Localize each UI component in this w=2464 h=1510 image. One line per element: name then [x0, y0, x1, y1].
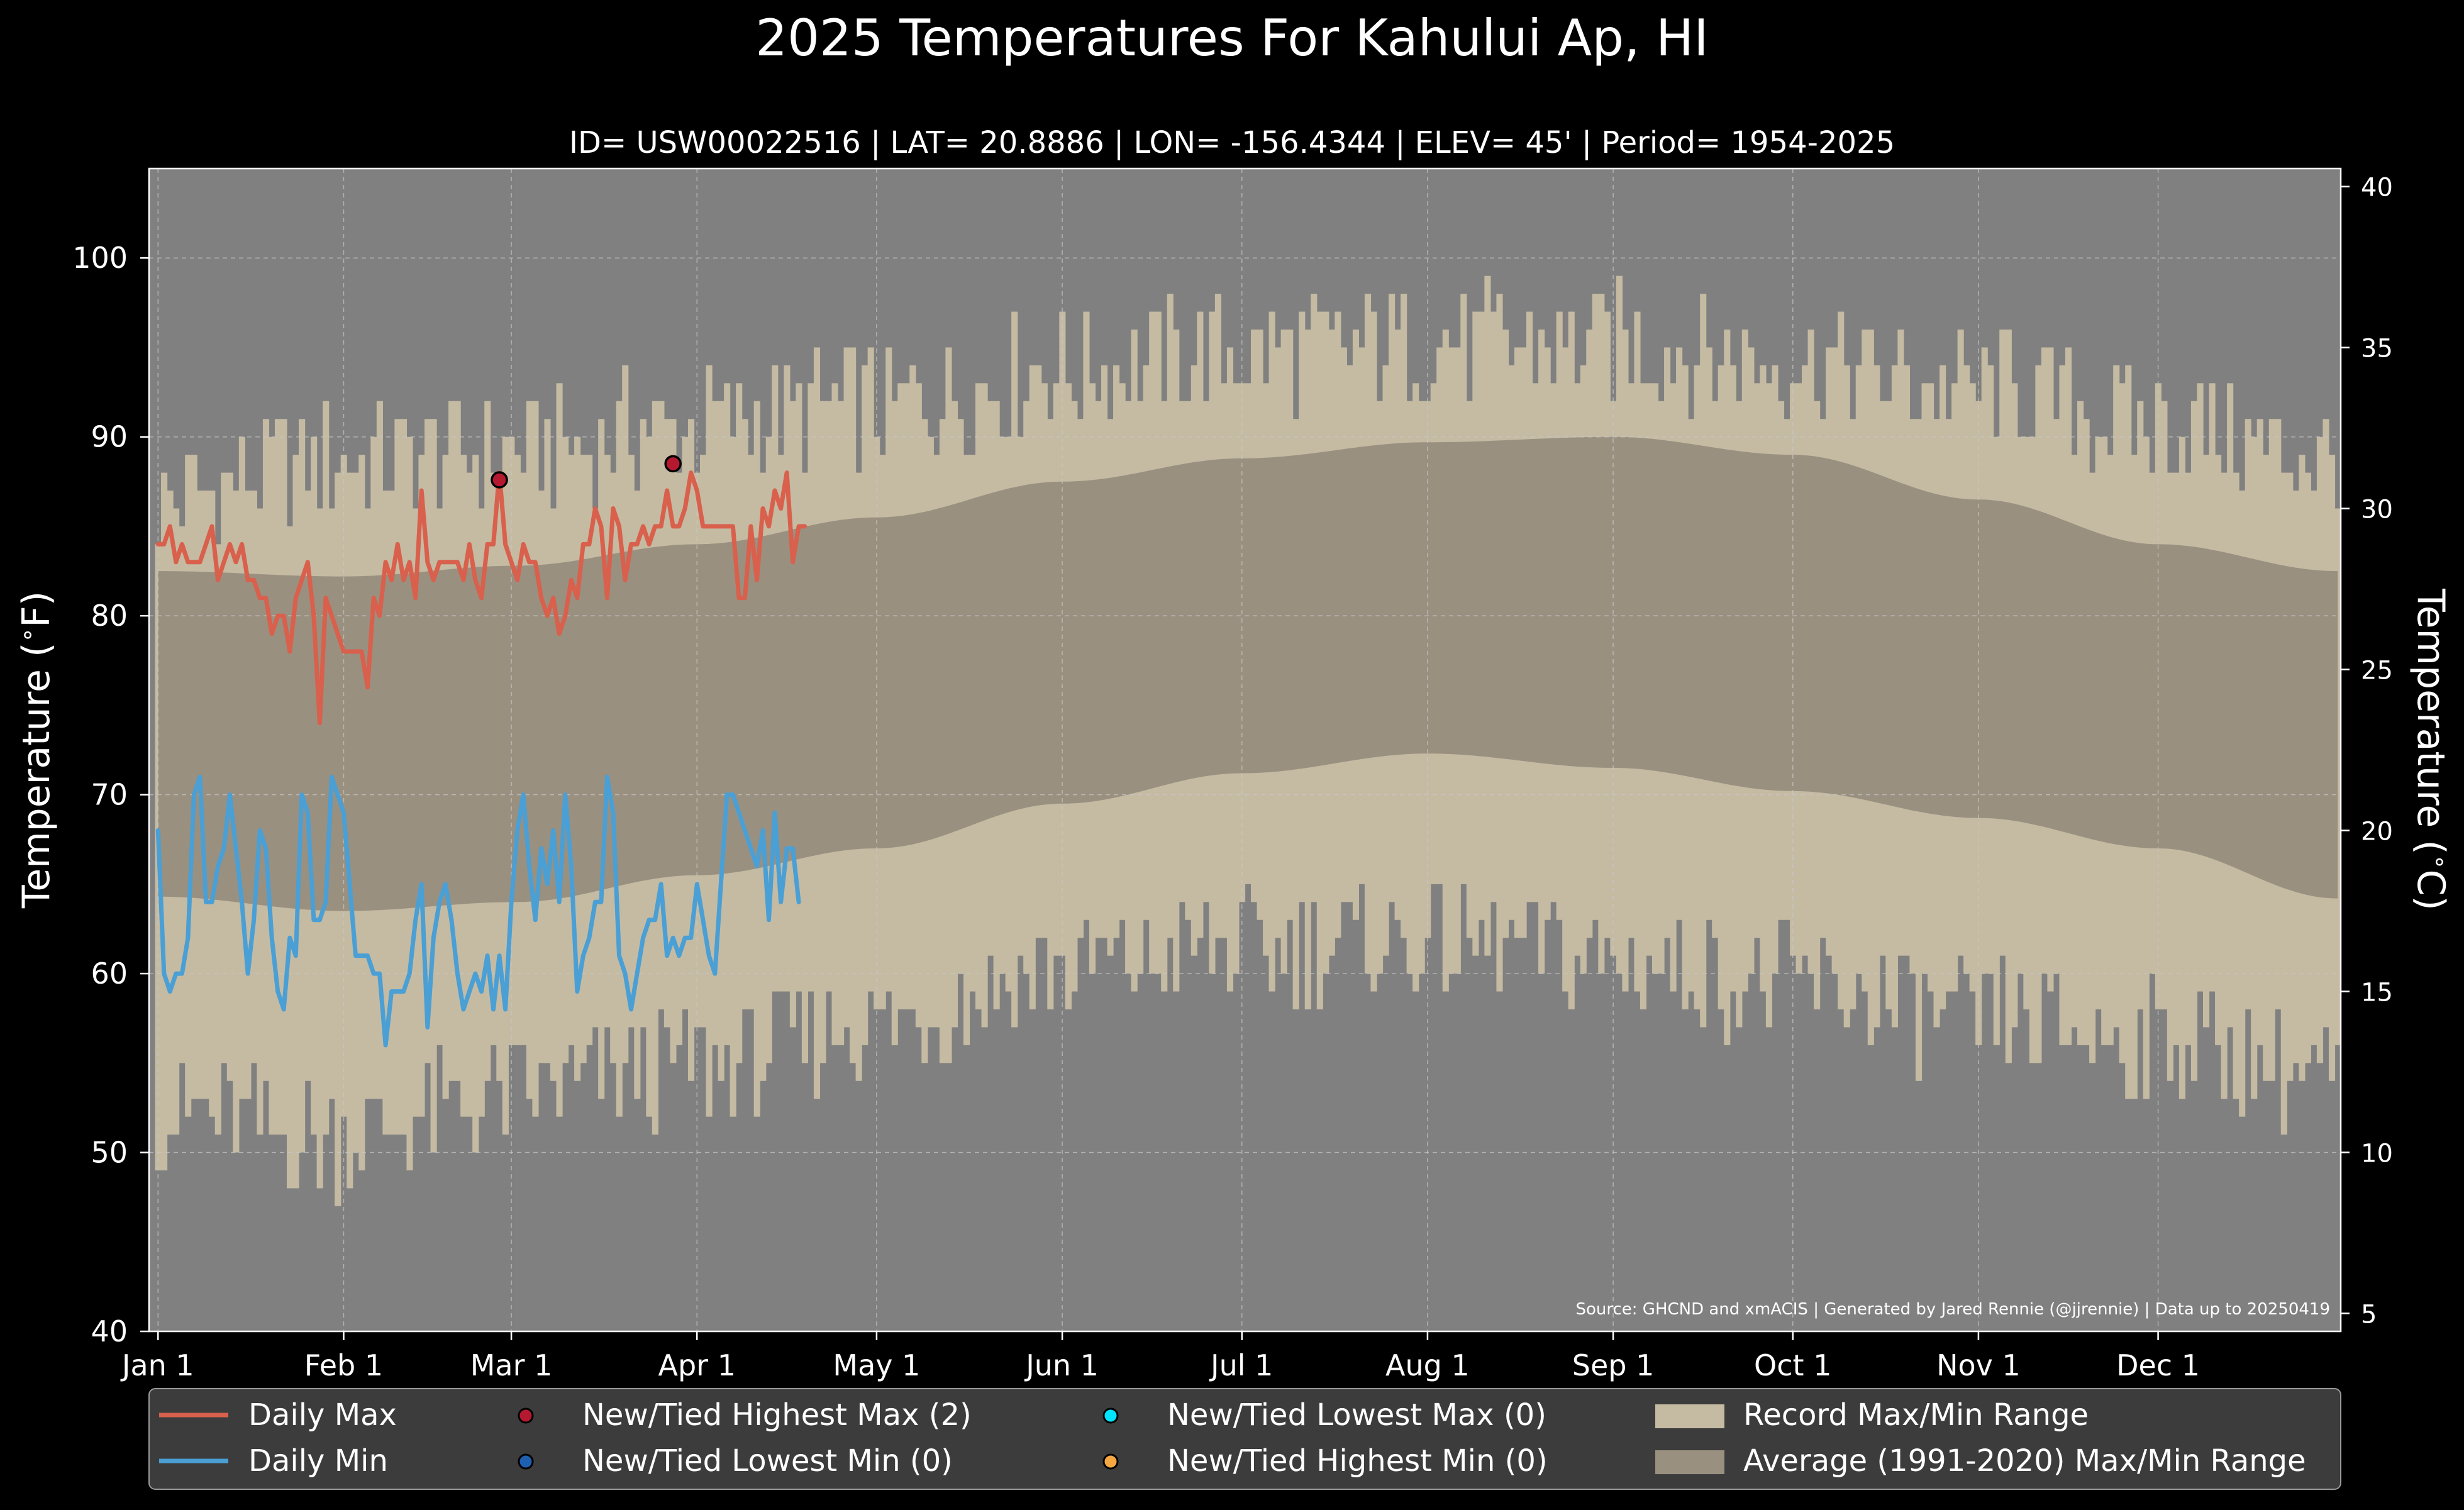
y-axis-label-right-unit: C): [2409, 870, 2453, 911]
y-tick-label-right: 25: [2361, 657, 2393, 686]
y-tick-label-right: 5: [2361, 1300, 2377, 1329]
ticks-layer: Jan 1 Feb 1 Mar 1 Apr 1 May 1 Jun 1 Jul 1 Aug 1…: [72, 174, 2393, 1382]
degree-symbol-right: ∘: [2426, 855, 2454, 870]
plot-frame: [148, 167, 2342, 1333]
y-tick-label-right: 15: [2361, 978, 2393, 1007]
legend-average-range-label: Average (1991-2020) Max/Min Range: [1743, 1443, 2306, 1479]
y-tick-label-right: 30: [2361, 496, 2393, 525]
legend-record-range-label: Record Max/Min Range: [1743, 1397, 2089, 1433]
x-tick-label: May 1: [833, 1348, 920, 1382]
y-tick-label-left: 90: [91, 420, 128, 454]
legend-lowest-min-marker: [518, 1453, 534, 1470]
x-tick-label: Sep 1: [1572, 1348, 1655, 1382]
daily-min-line: [155, 774, 801, 1048]
y-tick-label-right: 20: [2361, 817, 2393, 846]
y-tick-label-left: 60: [91, 957, 128, 991]
legend-daily-max-label: Daily Max: [248, 1397, 397, 1433]
chart-title: 2025 Temperatures For Kahului Ap, HI: [755, 9, 1709, 67]
legend-highest-max-marker: [518, 1407, 534, 1424]
new-highest-max-marker: [664, 455, 682, 473]
new-highest-max-marker: [491, 471, 508, 489]
y-axis-label-right-text: Temperature (: [2409, 588, 2453, 855]
x-tick-label: Dec 1: [2116, 1348, 2200, 1382]
x-tick-label: Oct 1: [1754, 1348, 1831, 1382]
record-marker-layer: [491, 455, 682, 489]
legend-highest-min-marker: [1102, 1453, 1119, 1470]
x-tick-label: Nov 1: [1936, 1348, 2021, 1382]
legend-daily-min-label: Daily Min: [248, 1443, 388, 1479]
legend-lowest-max-marker: [1102, 1407, 1119, 1424]
degree-symbol-left: ∘: [13, 628, 41, 643]
record-range-bar: [2334, 508, 2341, 1045]
y-axis-label-left-unit: F): [14, 591, 58, 628]
legend-lowest-min-label: New/Tied Lowest Min (0): [582, 1443, 953, 1479]
legend-record-range-swatch: [1655, 1404, 1724, 1428]
x-tick-label: Feb 1: [304, 1348, 383, 1382]
legend-highest-max-label: New/Tied Highest Max (2): [582, 1397, 972, 1433]
y-tick-label-left: 70: [91, 778, 128, 812]
y-axis-label-left: Temperature (∘F): [13, 591, 58, 909]
source-note: Source: GHCND and xmACIS | Generated by …: [1575, 1300, 2330, 1319]
x-tick-label: Jan 1: [120, 1348, 194, 1382]
x-tick-label: Jun 1: [1024, 1348, 1099, 1382]
y-tick-label-left: 80: [91, 599, 128, 633]
y-axis-label-left-text: Temperature (: [14, 643, 58, 909]
legend-average-range-swatch: [1655, 1450, 1724, 1474]
legend: Daily Max Daily Min New/Tied Highest Max…: [148, 1388, 2341, 1490]
y-tick-label-left: 40: [91, 1314, 128, 1348]
x-tick-label: Jul 1: [1209, 1348, 1273, 1382]
x-tick-label: Apr 1: [658, 1348, 736, 1382]
legend-box: [148, 1388, 2341, 1490]
y-tick-label-left: 100: [72, 241, 128, 275]
y-tick-label-left: 50: [91, 1136, 128, 1170]
series-layer: [155, 470, 807, 1048]
daily-max-line: [155, 470, 807, 726]
x-tick-label: Aug 1: [1385, 1348, 1470, 1382]
chart-subtitle: ID= USW00022516 | LAT= 20.8886 | LON= -1…: [569, 125, 1895, 160]
y-axis-label-right: Temperature (∘C): [2409, 588, 2454, 911]
x-tick-label: Mar 1: [470, 1348, 553, 1382]
y-tick-label-right: 10: [2361, 1139, 2393, 1168]
legend-highest-min-label: New/Tied Highest Min (0): [1167, 1443, 1548, 1479]
y-tick-label-right: 35: [2361, 335, 2393, 364]
legend-lowest-max-label: New/Tied Lowest Max (0): [1167, 1397, 1546, 1433]
y-tick-label-right: 40: [2361, 174, 2393, 203]
